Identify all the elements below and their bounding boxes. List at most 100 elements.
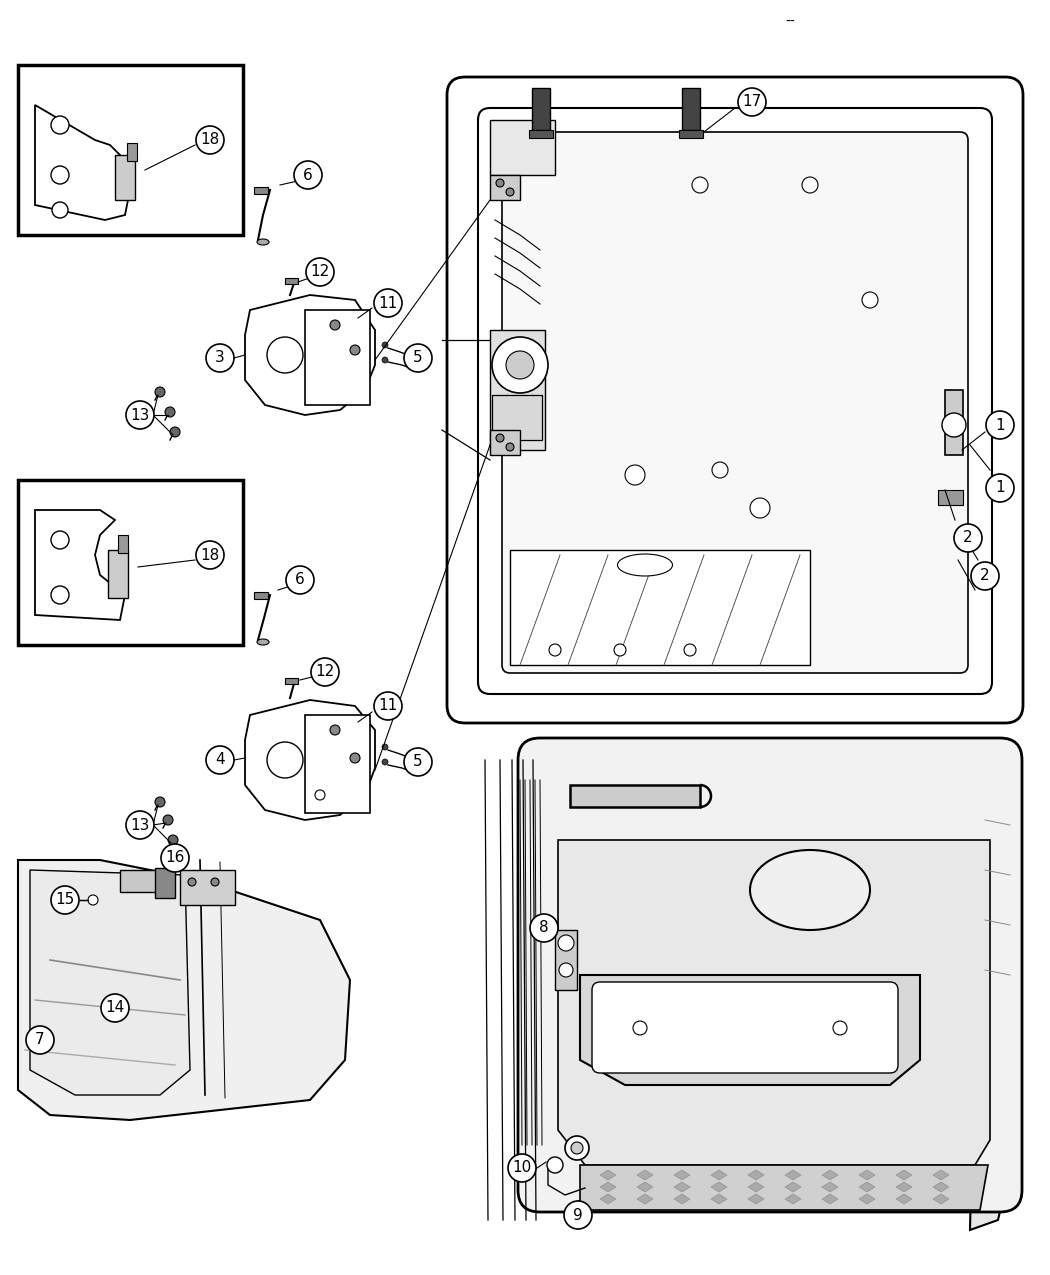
Polygon shape	[600, 1182, 616, 1192]
Ellipse shape	[257, 238, 269, 245]
Circle shape	[506, 351, 534, 379]
Polygon shape	[600, 1193, 616, 1204]
Polygon shape	[245, 295, 375, 414]
Circle shape	[802, 177, 818, 193]
Text: 4: 4	[215, 752, 225, 768]
FancyBboxPatch shape	[502, 133, 968, 673]
Bar	[18, 65, 243, 235]
Polygon shape	[35, 510, 125, 620]
Circle shape	[163, 815, 173, 825]
Polygon shape	[748, 1193, 764, 1204]
Circle shape	[954, 524, 982, 552]
Polygon shape	[822, 1170, 838, 1179]
Circle shape	[211, 878, 219, 886]
Circle shape	[155, 797, 165, 807]
Circle shape	[196, 541, 224, 569]
Text: 1: 1	[995, 417, 1005, 432]
Circle shape	[350, 754, 360, 762]
Circle shape	[614, 644, 626, 657]
Circle shape	[101, 994, 129, 1023]
Bar	[304, 715, 370, 813]
Polygon shape	[637, 1170, 653, 1179]
Polygon shape	[637, 1182, 653, 1192]
Polygon shape	[970, 760, 1015, 1230]
Circle shape	[382, 759, 388, 765]
Bar	[510, 550, 810, 666]
Bar	[490, 430, 520, 455]
Circle shape	[306, 258, 334, 286]
Polygon shape	[859, 1193, 875, 1204]
Bar	[18, 479, 243, 645]
Circle shape	[51, 586, 69, 604]
Polygon shape	[711, 1170, 727, 1179]
Bar	[490, 120, 555, 175]
Polygon shape	[896, 1193, 912, 1204]
Polygon shape	[711, 1182, 727, 1192]
Polygon shape	[785, 1170, 801, 1179]
Circle shape	[547, 1156, 563, 1173]
Circle shape	[382, 342, 388, 348]
Circle shape	[267, 337, 303, 374]
Circle shape	[508, 1154, 536, 1182]
Bar	[180, 870, 235, 905]
Text: 17: 17	[742, 94, 761, 110]
Text: 9: 9	[573, 1207, 583, 1223]
Polygon shape	[933, 1182, 949, 1192]
Circle shape	[126, 811, 154, 839]
FancyBboxPatch shape	[518, 738, 1022, 1213]
Circle shape	[506, 187, 514, 196]
Polygon shape	[637, 1193, 653, 1204]
Polygon shape	[18, 861, 350, 1119]
Circle shape	[833, 1021, 847, 1035]
Circle shape	[165, 407, 175, 417]
Text: 7: 7	[36, 1033, 45, 1048]
Circle shape	[382, 357, 388, 363]
Circle shape	[155, 388, 165, 397]
Polygon shape	[600, 1170, 616, 1179]
Text: 12: 12	[315, 664, 335, 680]
Circle shape	[196, 126, 224, 154]
FancyBboxPatch shape	[592, 982, 898, 1074]
Circle shape	[311, 658, 339, 686]
Bar	[127, 143, 136, 161]
Circle shape	[168, 835, 178, 845]
Circle shape	[986, 474, 1014, 502]
Polygon shape	[674, 1182, 690, 1192]
Circle shape	[506, 442, 514, 451]
Bar	[116, 156, 135, 200]
Text: 1: 1	[995, 481, 1005, 496]
Circle shape	[712, 462, 728, 478]
Circle shape	[26, 1026, 54, 1054]
Bar	[155, 868, 175, 898]
Circle shape	[51, 886, 79, 914]
Bar	[945, 390, 963, 455]
Circle shape	[496, 179, 504, 187]
Polygon shape	[859, 1170, 875, 1179]
Circle shape	[738, 88, 766, 116]
Circle shape	[633, 1021, 647, 1035]
Circle shape	[862, 292, 878, 309]
Circle shape	[971, 562, 999, 590]
Circle shape	[51, 166, 69, 184]
Polygon shape	[822, 1182, 838, 1192]
Polygon shape	[674, 1170, 690, 1179]
Circle shape	[88, 895, 98, 905]
Text: 12: 12	[311, 264, 330, 279]
Polygon shape	[580, 1165, 988, 1210]
Circle shape	[51, 116, 69, 134]
Circle shape	[750, 499, 770, 518]
Circle shape	[161, 844, 189, 872]
Circle shape	[571, 1142, 583, 1154]
Ellipse shape	[257, 639, 269, 645]
Circle shape	[942, 413, 966, 437]
Bar	[254, 187, 268, 194]
Circle shape	[530, 914, 558, 942]
Circle shape	[404, 344, 432, 372]
Polygon shape	[859, 1182, 875, 1192]
Bar	[529, 130, 553, 138]
FancyBboxPatch shape	[447, 76, 1023, 723]
Circle shape	[564, 1201, 592, 1229]
Bar	[679, 130, 704, 138]
Bar	[304, 310, 370, 405]
Polygon shape	[785, 1182, 801, 1192]
